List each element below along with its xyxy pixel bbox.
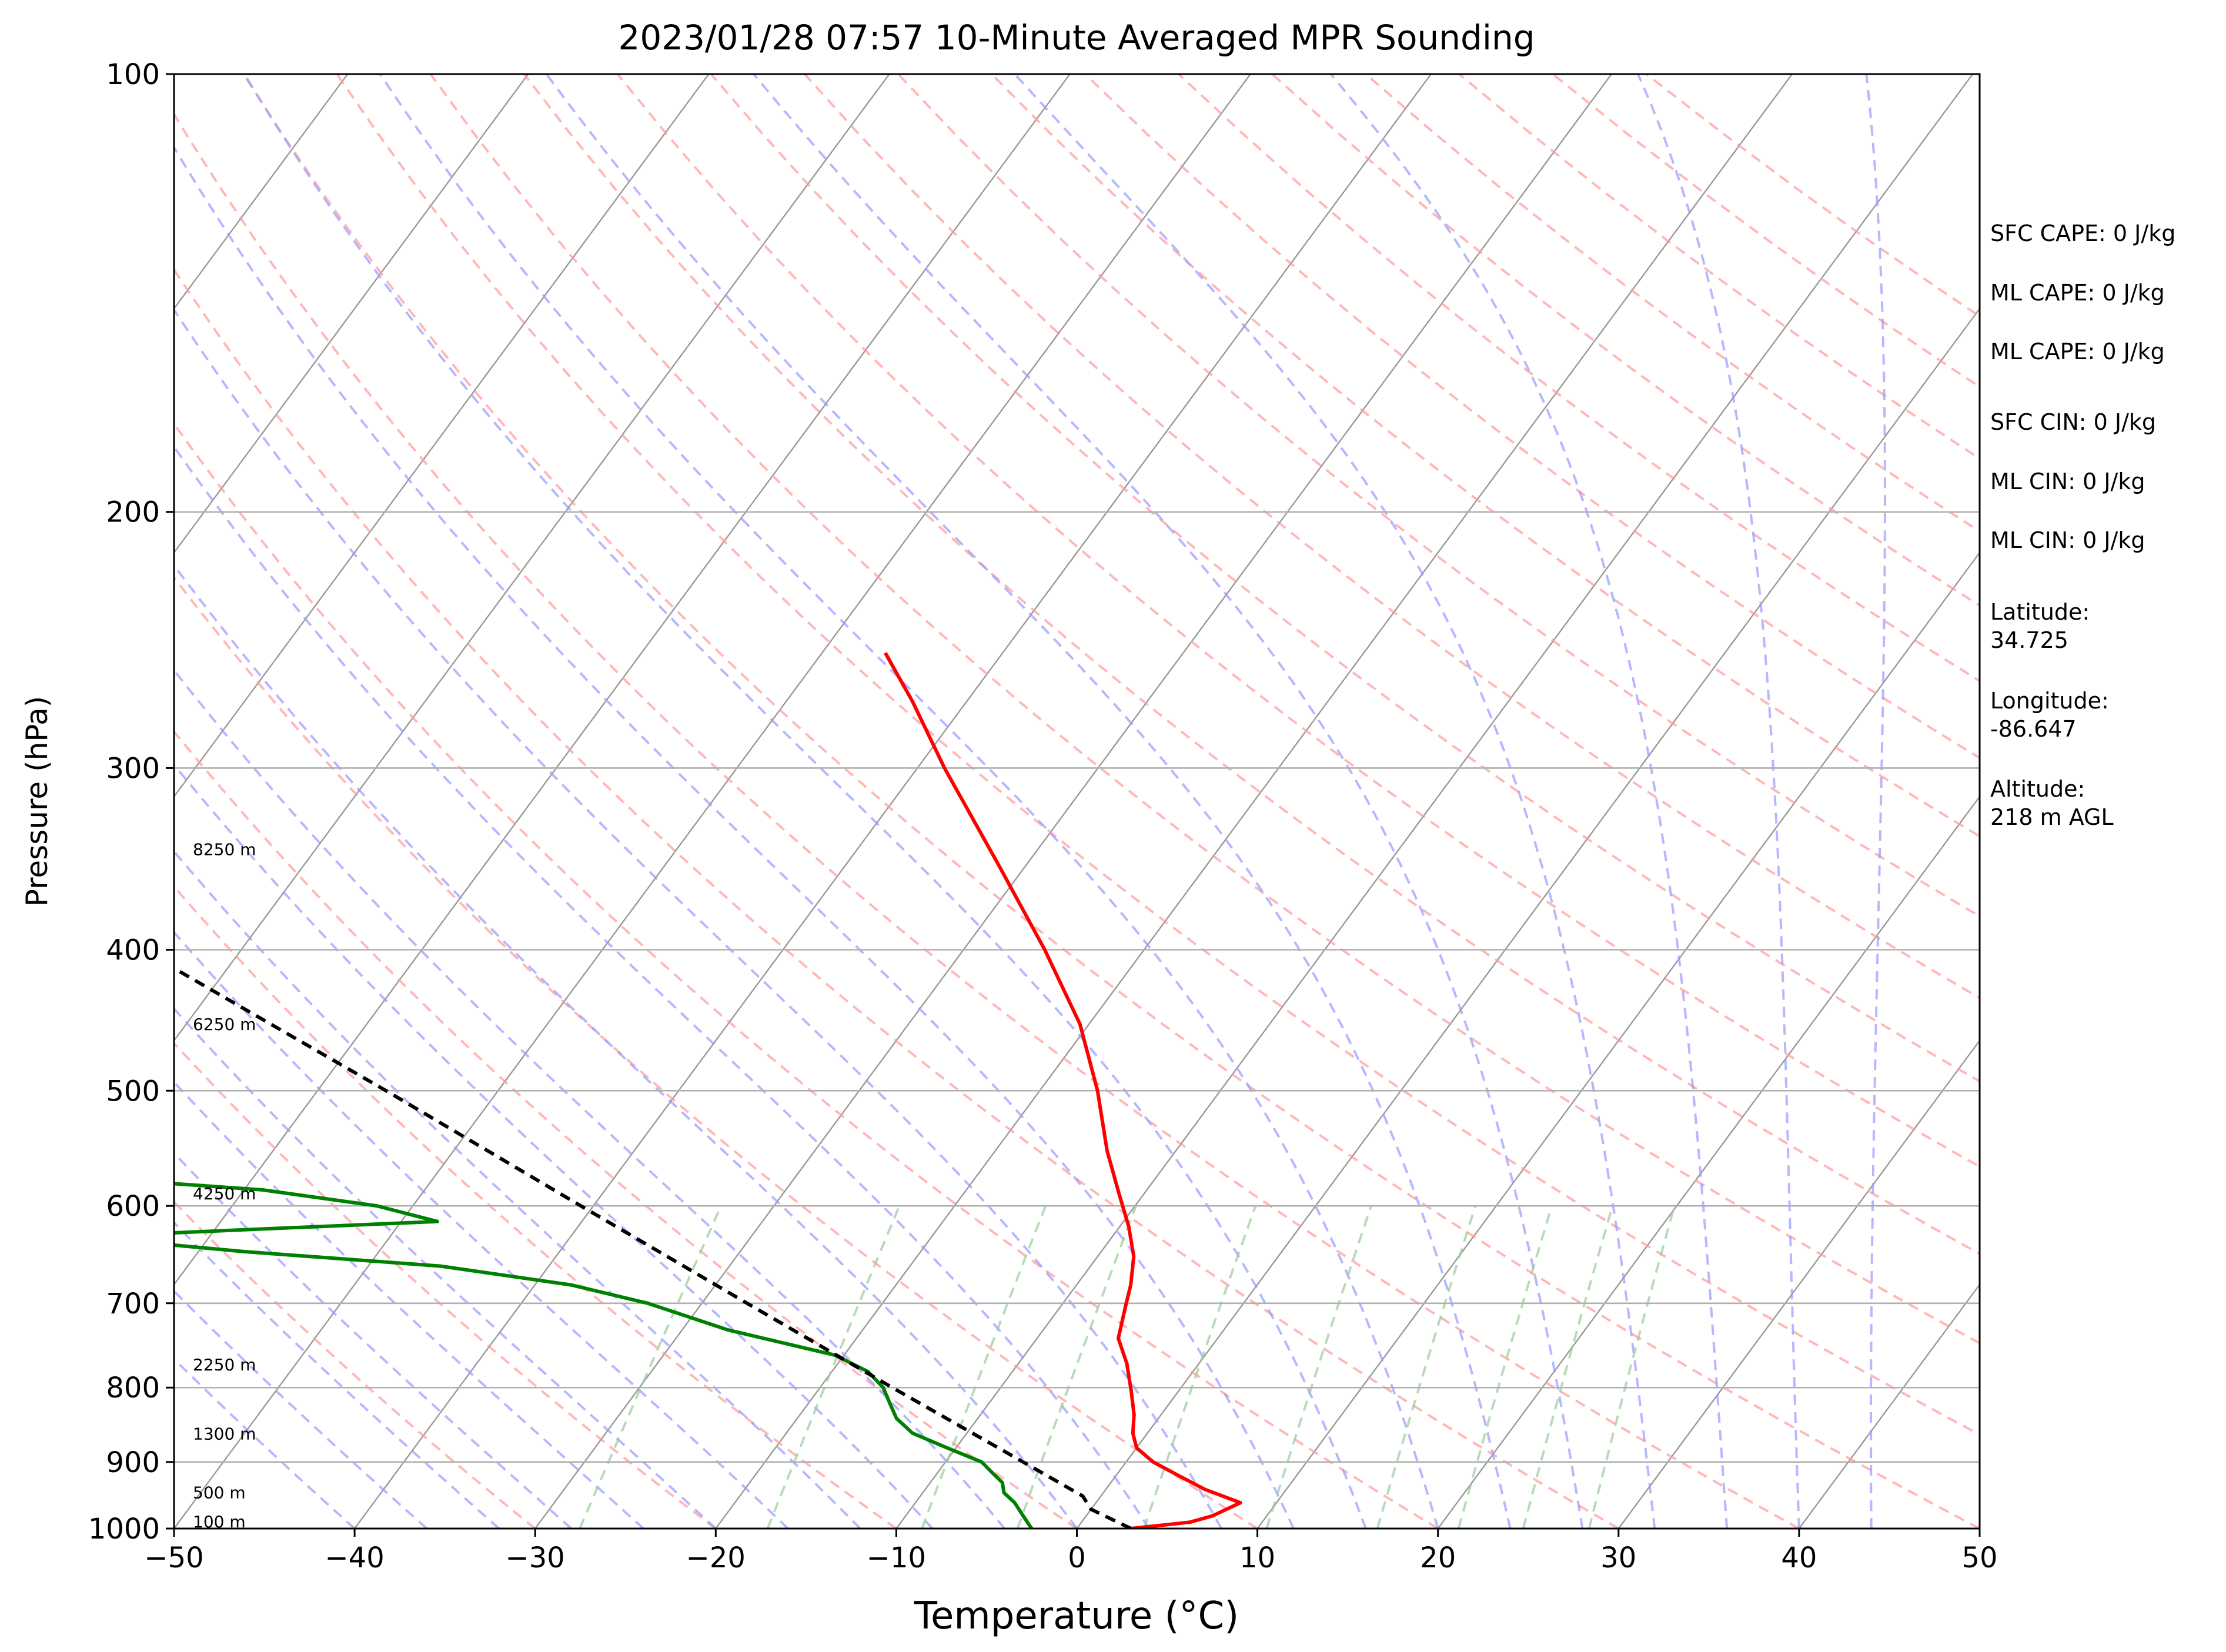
x-tick-label: 50 xyxy=(1961,1541,1997,1574)
moist-adiabat-line xyxy=(174,668,1006,1529)
dry-adiabat-line xyxy=(523,74,1980,1256)
background-lines xyxy=(174,74,1980,1529)
isotherm-line xyxy=(354,74,1432,1529)
x-tick-label: −50 xyxy=(144,1541,203,1574)
moist-adiabat-line xyxy=(1865,74,1887,1529)
dry-adiabat-line xyxy=(174,422,1439,1529)
dry-adiabat-line xyxy=(616,74,1980,1168)
y-axis-label: Pressure (hPa) xyxy=(20,696,54,907)
annotation-text: Altitude: 218 m AGL xyxy=(1990,776,2114,830)
isotherm-line xyxy=(1256,551,1980,1529)
x-tick-label: −20 xyxy=(686,1541,746,1574)
isotherm-line xyxy=(1617,1039,1980,1529)
dry-adiabat-line xyxy=(991,74,1980,838)
dry-adiabat-line xyxy=(897,74,1980,918)
dry-adiabat-line xyxy=(1178,74,1980,683)
isotherm-line xyxy=(174,74,1251,1529)
moist-adiabat-line xyxy=(174,763,934,1529)
y-tick-label: 400 xyxy=(106,934,160,967)
dry-adiabat-line xyxy=(174,885,897,1529)
moist-adiabat-line xyxy=(243,74,1367,1529)
height-label: 4250 m xyxy=(193,1184,256,1203)
temperature-profile-line xyxy=(884,652,1242,1529)
height-label: 6250 m xyxy=(193,1015,256,1034)
moist-adiabat-line xyxy=(174,563,1078,1529)
y-tick-label: 800 xyxy=(106,1372,160,1404)
annotation-text: Longitude: -86.647 xyxy=(1990,688,2109,742)
isotherm-line xyxy=(174,74,1071,1286)
moist-adiabat-line xyxy=(174,1357,356,1529)
annotation-text: ML CIN: 0 J/kg xyxy=(1990,469,2145,494)
dry-adiabat-line xyxy=(1084,74,1980,760)
moist-adiabat-line xyxy=(174,1080,644,1529)
pressure-gridlines xyxy=(174,74,1980,1529)
x-tick-label: 40 xyxy=(1781,1541,1817,1574)
isotherm-line xyxy=(715,74,1793,1529)
moist-adiabat-line xyxy=(379,74,1439,1529)
y-tick-label: 700 xyxy=(106,1288,160,1320)
y-tick-label: 200 xyxy=(106,496,160,529)
dry-adiabat-line xyxy=(242,74,1980,1529)
dry-adiabat-line xyxy=(336,74,1980,1436)
annotation-text: ML CAPE: 0 J/kg xyxy=(1990,280,2165,306)
dry-adiabat-line xyxy=(804,74,1980,999)
dry-adiabat-line xyxy=(174,112,1800,1529)
dry-adiabat-line xyxy=(174,576,1258,1529)
y-tick-label: 100 xyxy=(106,58,160,91)
y-tick-label: 1000 xyxy=(88,1513,160,1546)
annotation-text: Latitude: 34.725 xyxy=(1990,599,2090,653)
moist-adiabat-line xyxy=(174,145,1295,1529)
height-label: 8250 m xyxy=(193,840,256,860)
parcel-profile-line xyxy=(174,966,1132,1529)
chart-title: 2023/01/28 07:57 10-Minute Averaged MPR … xyxy=(618,18,1535,58)
x-tick-label: −40 xyxy=(325,1541,384,1574)
axis-ticks: −50 −40 −30 −20 −10 0 10 20 30 40 50 1000 900 800 700 6… xyxy=(88,58,1998,1574)
moist-adiabat-line xyxy=(545,74,1512,1529)
isotherm-line xyxy=(174,74,890,1042)
annotation-text: ML CIN: 0 J/kg xyxy=(1990,527,2145,553)
moist-adiabat-line xyxy=(174,444,1150,1529)
moist-adiabat-line xyxy=(1329,74,1729,1529)
y-tick-label: 300 xyxy=(106,752,160,785)
dry-adiabat-line xyxy=(174,267,1619,1529)
sounding-series xyxy=(174,652,1242,1529)
moist-adiabat-line xyxy=(1014,74,1656,1529)
annotation-text: SFC CIN: 0 J/kg xyxy=(1990,409,2157,435)
isotherm-line xyxy=(1437,795,1980,1529)
x-tick-label: 0 xyxy=(1068,1541,1086,1574)
isotherm-line xyxy=(174,74,529,554)
y-tick-label: 900 xyxy=(106,1446,160,1479)
moist-adiabat-line xyxy=(174,1006,717,1529)
x-tick-label: −10 xyxy=(867,1541,926,1574)
moist-adiabat-line xyxy=(174,930,789,1529)
isotherm-line xyxy=(1798,1283,1980,1529)
x-axis-label: Temperature (°C) xyxy=(914,1594,1239,1638)
dry-adiabat-line xyxy=(174,1041,717,1529)
y-tick-label: 500 xyxy=(106,1075,160,1108)
dry-adiabat-line xyxy=(174,1200,536,1529)
isotherm-line xyxy=(895,74,1974,1529)
x-tick-label: 20 xyxy=(1420,1541,1456,1574)
height-label: 2250 m xyxy=(193,1355,256,1375)
height-label: 500 m xyxy=(193,1483,246,1503)
isotherm-line xyxy=(174,74,710,798)
dry-adiabat-line xyxy=(174,730,1078,1529)
x-tick-label: 10 xyxy=(1239,1541,1275,1574)
height-label: 1300 m xyxy=(193,1424,256,1443)
annotation-text: SFC CAPE: 0 J/kg xyxy=(1990,220,2176,246)
dry-adiabat-line xyxy=(710,74,1980,1083)
y-tick-label: 600 xyxy=(106,1190,160,1223)
x-tick-label: −30 xyxy=(506,1541,565,1574)
moist-adiabat-line xyxy=(1637,74,1800,1529)
annotation-text: ML CAPE: 0 J/kg xyxy=(1990,339,2165,364)
moist-adiabat-line xyxy=(753,74,1584,1529)
moist-adiabat-line xyxy=(174,850,861,1529)
x-tick-label: 30 xyxy=(1600,1541,1636,1574)
